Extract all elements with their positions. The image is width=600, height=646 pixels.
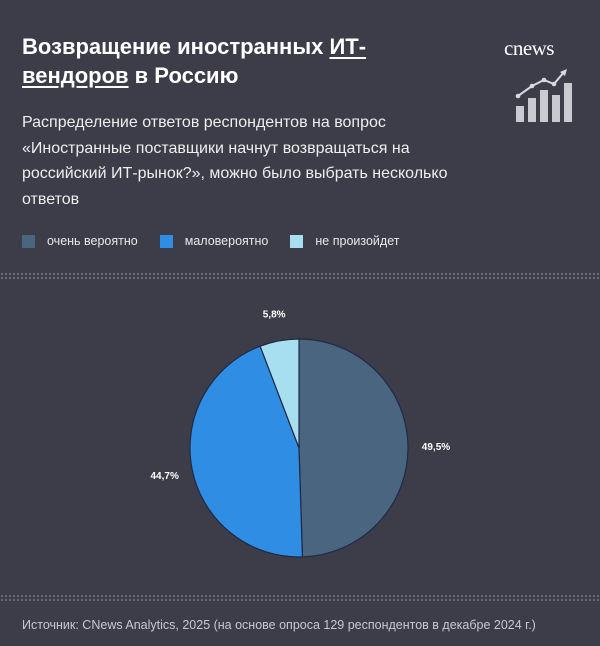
pie-chart: 49,5% 44,7% 5,8% [0,290,600,590]
legend-swatch-very-likely [22,234,35,248]
legend-item-very-likely: очень вероятно [22,234,138,248]
chart-subtitle: Распределение ответов респондентов на во… [22,114,448,208]
data-label-unlikely: 44,7% [150,471,178,482]
logo-text: cnews [504,36,554,60]
legend: очень вероятно маловероятно не произойде… [22,234,421,248]
pie-slice-wont-happen [259,338,300,449]
legend-label: очень вероятно [47,234,138,248]
title-text-part1: Возвращение иностранных [22,34,330,59]
pie-chart-svg: 49,5% 44,7% 5,8% [150,309,450,558]
source-note: Источник: CNews Analytics, 2025 (на осно… [22,618,536,632]
legend-item-unlikely: маловероятно [159,234,269,248]
title-text-part2: в Россию [128,63,239,88]
bar-chart-trend-icon [515,69,572,122]
data-label-wont-happen: 5,8% [263,309,286,320]
cnews-logo: cnews [504,36,580,126]
chart-title: Возвращение иностранных ИТ-вендоров в Ро… [22,32,442,90]
chart-header: Возвращение иностранных ИТ-вендоров в Ро… [22,32,442,90]
legend-swatch-wont-happen [290,234,304,248]
legend-swatch-unlikely [159,234,173,248]
title-link[interactable]: ИТ-вендоров [22,34,367,88]
pie-slice-unlikely [189,345,304,558]
legend-label: маловероятно [184,234,269,248]
dotted-separator-bottom [0,594,600,602]
pie-slice-very-likely [298,338,409,558]
data-label-very-likely: 49,5% [422,442,450,453]
dotted-separator-top [0,272,600,280]
legend-item-wont-happen: не произойдет [290,234,399,248]
legend-label: не произойдет [315,234,400,248]
